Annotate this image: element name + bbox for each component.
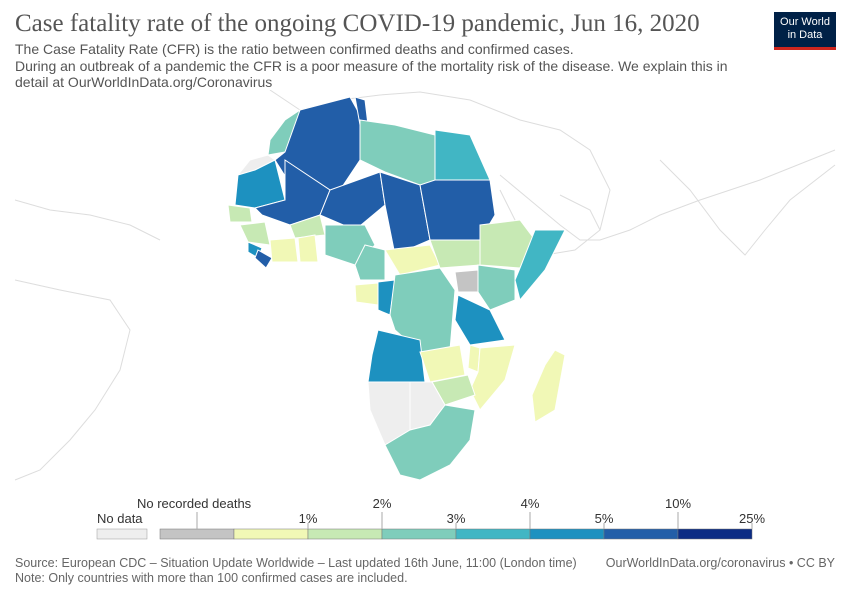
country-ghana[interactable] <box>297 234 319 263</box>
legend-tick-label: 25% <box>739 511 765 526</box>
chart-footer: Source: European CDC – Situation Update … <box>15 556 835 586</box>
india-outline <box>659 159 836 256</box>
country-senegal[interactable] <box>227 204 253 223</box>
legend-label-no-deaths: No recorded deaths <box>137 496 252 511</box>
africa-map <box>14 90 836 481</box>
country-guinea[interactable] <box>239 221 271 246</box>
country-uganda[interactable] <box>454 269 479 293</box>
legend-swatch-bin7 <box>677 528 753 540</box>
country-tanzania[interactable] <box>454 294 506 346</box>
owid-logo[interactable]: Our World in Data <box>774 12 836 50</box>
note-text: Note: Only countries with more than 100 … <box>15 571 408 585</box>
country-egypt[interactable] <box>434 129 491 181</box>
country-zambia[interactable] <box>419 344 466 383</box>
legend-tick-label: 4% <box>521 496 540 511</box>
country-mozambique[interactable] <box>469 344 516 411</box>
legend-tick-label: 10% <box>665 496 691 511</box>
chart-subtitle: The Case Fatality Rate (CFR) is the rati… <box>15 41 728 90</box>
country-ivory-coast[interactable] <box>269 237 299 263</box>
chart-title: Case fatality rate of the ongoing COVID-… <box>15 10 700 37</box>
country-niger[interactable] <box>319 171 386 231</box>
country-liberia[interactable] <box>254 249 273 269</box>
legend-label-no-data: No data <box>97 511 143 526</box>
country-madagascar[interactable] <box>531 349 566 423</box>
source-text: Source: European CDC – Situation Update … <box>15 556 577 570</box>
country-somalia[interactable] <box>514 229 566 302</box>
middle-east-outline <box>499 149 836 241</box>
legend-swatch-bin2 <box>307 528 383 540</box>
legend-tick-label: 2% <box>373 496 392 511</box>
legend-swatch-no-data <box>96 528 148 540</box>
country-kenya[interactable] <box>477 264 516 311</box>
country-gabon[interactable] <box>354 282 379 306</box>
south-america-outline <box>14 279 131 481</box>
legend-tick-label: 1% <box>299 511 318 526</box>
credit-link[interactable]: OurWorldInData.org/coronavirus • CC BY <box>605 556 835 570</box>
legend-swatch-bin3 <box>381 528 457 540</box>
legend-tick-label: 3% <box>447 511 466 526</box>
logo-line-1: Our World <box>780 16 830 28</box>
legend-swatch-no-deaths <box>159 528 235 540</box>
legend-swatch-bin4 <box>455 528 531 540</box>
legend-swatch-bin6 <box>603 528 679 540</box>
color-legend: No data No recorded deaths 1% 3% 5% 25% 2% 4%… <box>96 496 765 540</box>
country-mauritania[interactable] <box>234 159 286 209</box>
north-america-outline <box>14 199 161 241</box>
logo-line-2: in Data <box>787 29 823 41</box>
legend-swatch-bin5 <box>529 528 605 540</box>
country-cameroon[interactable] <box>354 244 386 281</box>
country-south-africa[interactable] <box>384 404 476 481</box>
legend-swatch-bin1 <box>233 528 309 540</box>
legend-tick-label: 5% <box>595 511 614 526</box>
